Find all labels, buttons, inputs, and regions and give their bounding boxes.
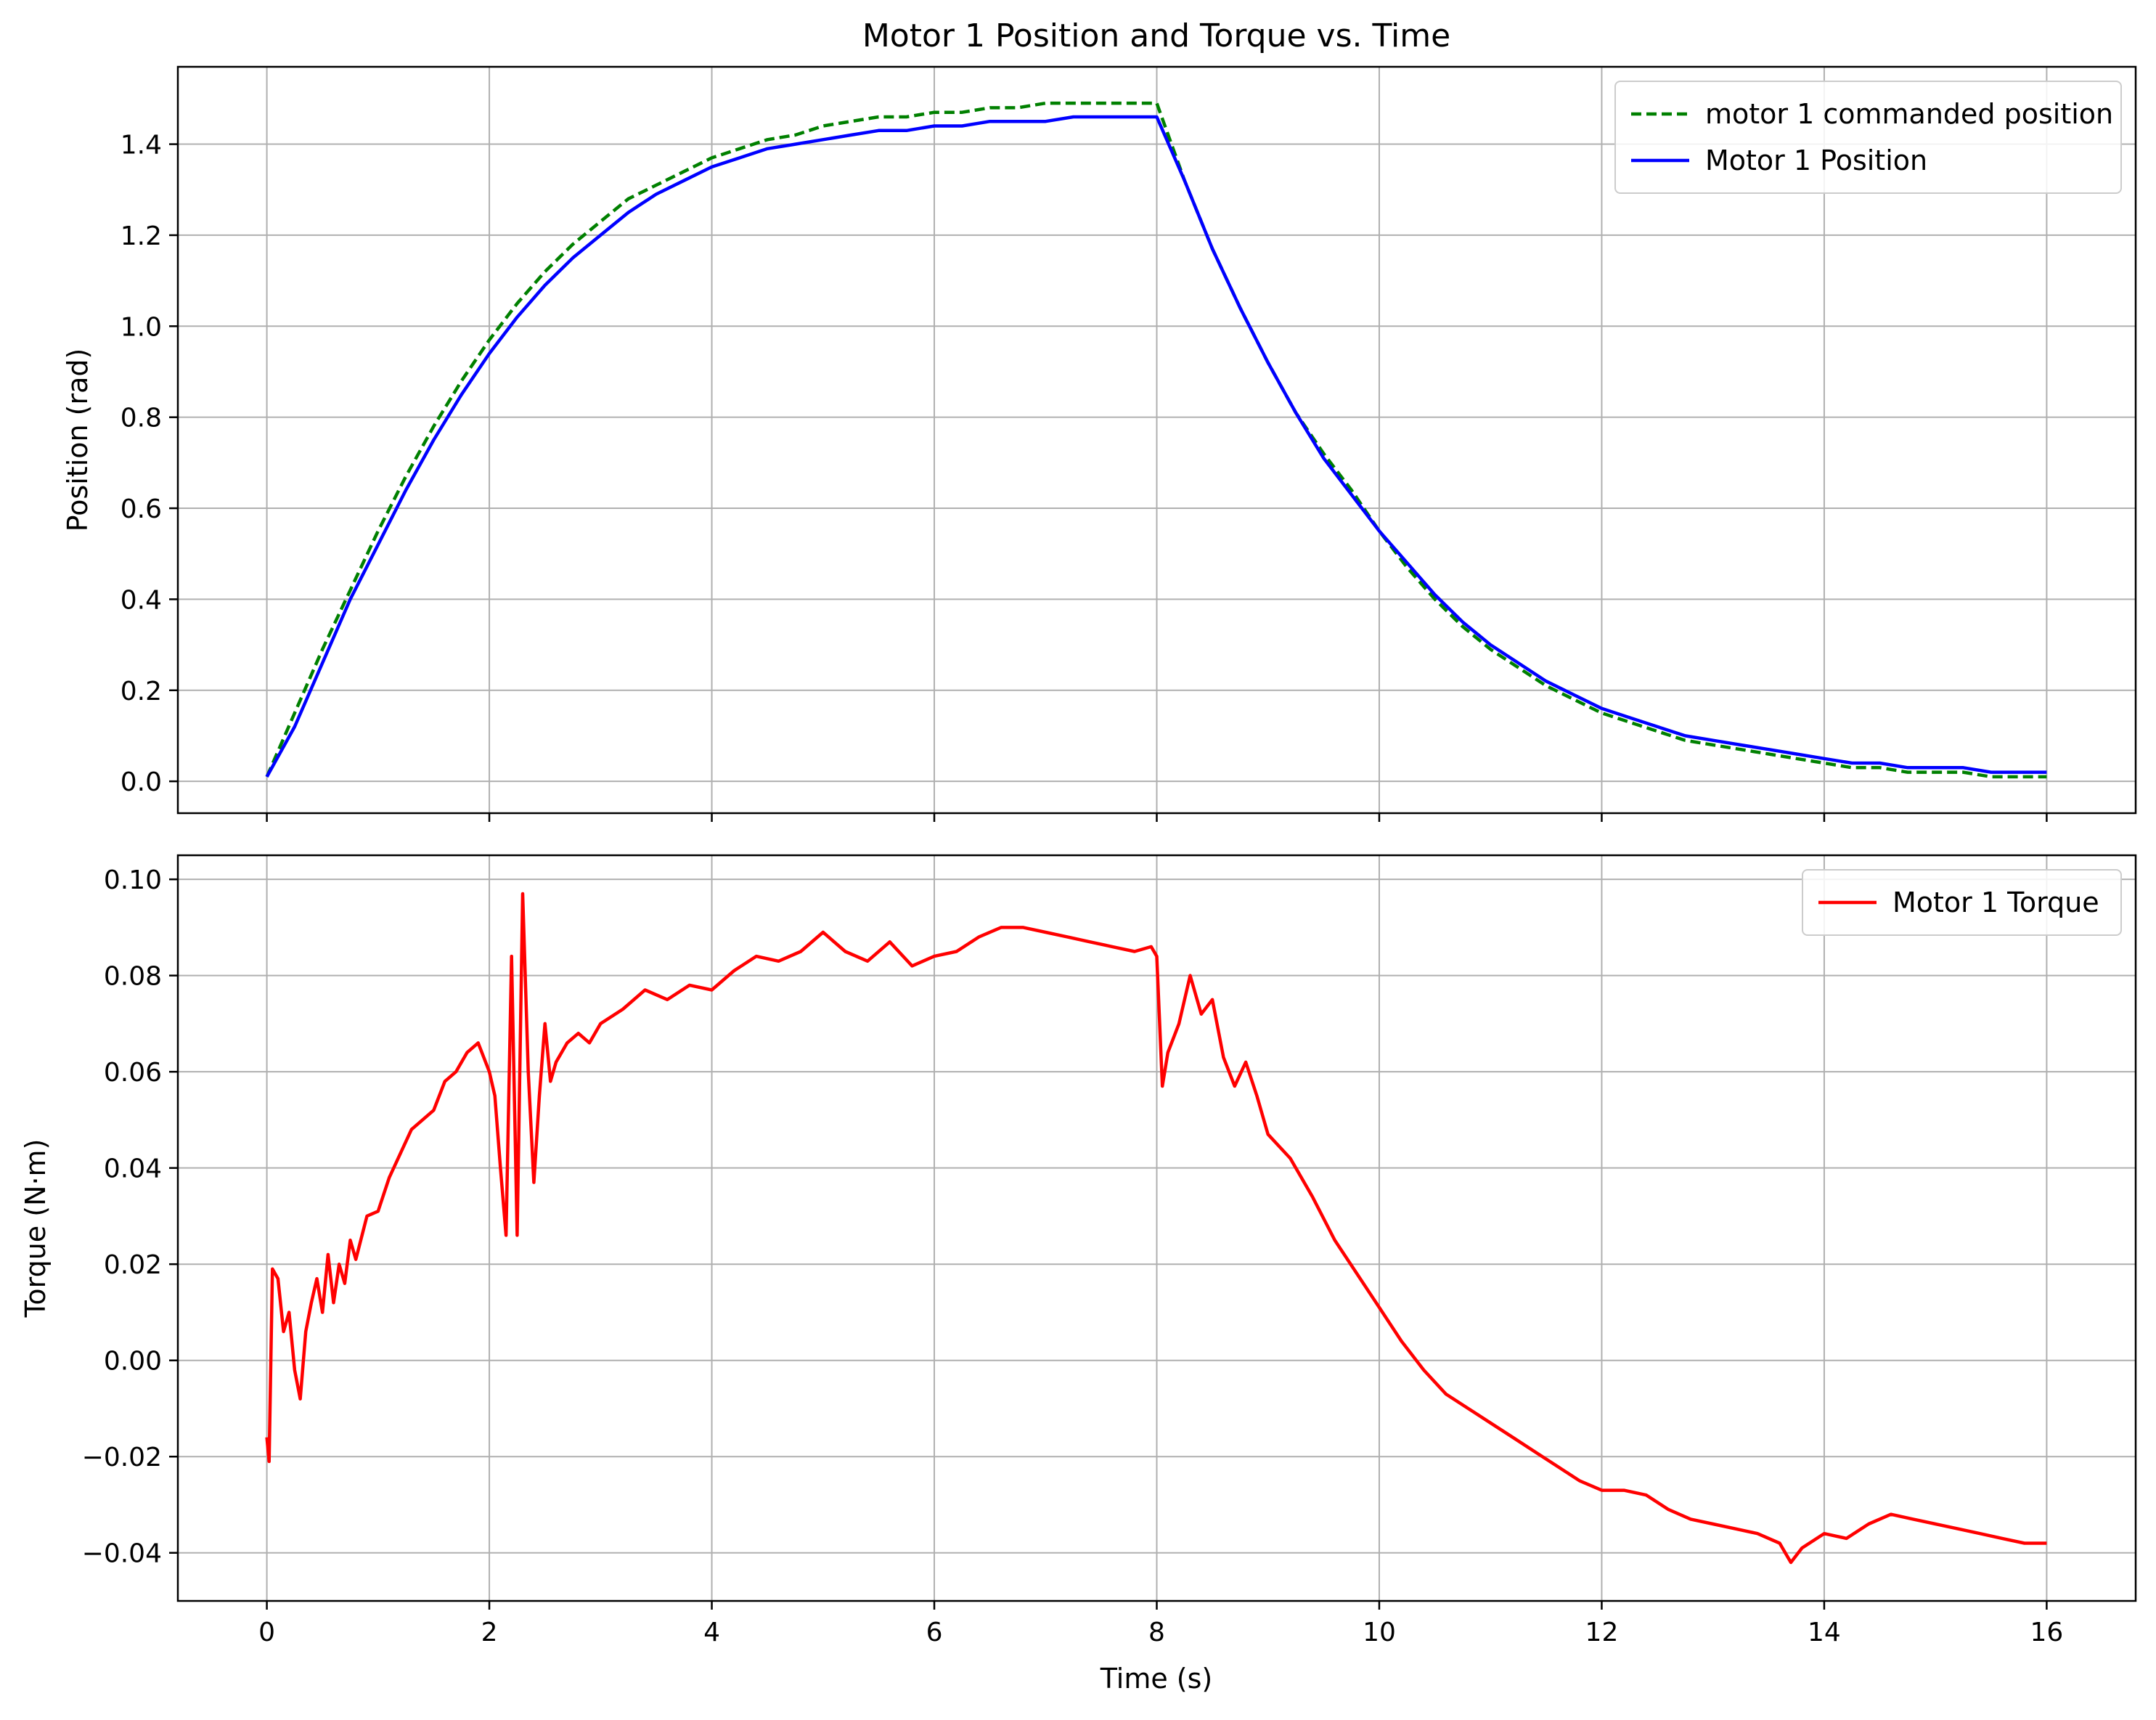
x-tick-label: 2 <box>481 1618 498 1647</box>
y-tick-label: −0.04 <box>82 1539 162 1569</box>
y-tick-label: 1.2 <box>121 221 162 251</box>
y-tick-label: 0.08 <box>104 962 162 992</box>
y-tick-label: 0.00 <box>104 1347 162 1377</box>
chart-title: Motor 1 Position and Torque vs. Time <box>862 17 1450 54</box>
y-tick-label: −0.02 <box>82 1443 162 1472</box>
x-tick-label: 10 <box>1363 1618 1396 1647</box>
legend-label: Motor 1 Position <box>1705 144 1927 176</box>
y-tick-label: 1.4 <box>121 131 162 160</box>
y-tick-label: 0.8 <box>121 404 162 433</box>
y-tick-label: 0.06 <box>104 1058 162 1088</box>
torque-subplot: 0 2 4 6 8 10 12 14 16 −0.04 −0.02 0.00 0.02 0.04 0.06 0… <box>20 854 2137 1647</box>
y-tick-label: 0.2 <box>121 677 162 706</box>
legend: motor 1 commanded position Motor 1 Positi… <box>1614 81 2122 194</box>
y-axis-label: Position (rad) <box>62 349 94 532</box>
x-tick-label: 16 <box>2030 1618 2064 1647</box>
y-tick-label: 0.4 <box>121 585 162 615</box>
legend-box <box>1614 81 2122 194</box>
x-tick-label: 8 <box>1148 1618 1165 1647</box>
x-axis-label: Time (s) <box>1100 1663 1213 1695</box>
legend-label: Motor 1 Torque <box>1892 887 2099 918</box>
y-tick-label: 0.04 <box>104 1154 162 1184</box>
y-tick-label: 0.02 <box>104 1250 162 1280</box>
x-tick-label: 4 <box>703 1618 720 1647</box>
x-tick-label: 14 <box>1808 1618 1841 1647</box>
y-axis-label: Torque (N·m) <box>20 1139 52 1318</box>
y-tick-label: 0.0 <box>121 767 162 797</box>
y-tick-label: 0.10 <box>104 865 162 895</box>
x-tick-label: 0 <box>258 1618 275 1647</box>
legend: Motor 1 Torque <box>1802 869 2122 936</box>
legend-box <box>1802 869 2122 936</box>
y-tick-label: 0.6 <box>121 494 162 524</box>
series-line-motor-1-torque <box>265 892 2047 1565</box>
legend-label: motor 1 commanded position <box>1705 98 2113 130</box>
series-line-motor-1-position <box>265 115 2047 778</box>
x-tick-label: 6 <box>926 1618 943 1647</box>
y-tick-label: 1.0 <box>121 312 162 342</box>
x-tick-label: 12 <box>1585 1618 1619 1647</box>
position-subplot: 0.0 0.2 0.4 0.6 0.8 1.0 1.2 1.4 Position (rad) mo… <box>62 65 2137 822</box>
